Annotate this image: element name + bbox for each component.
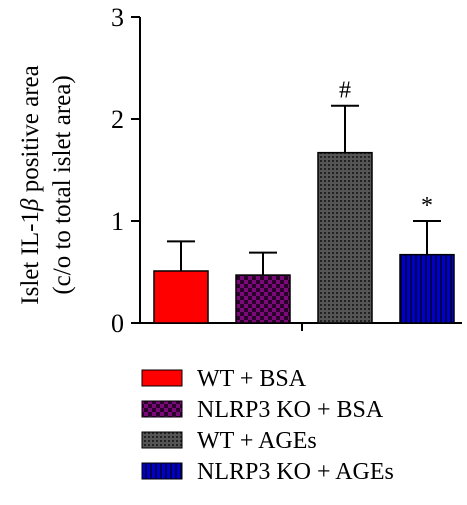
legend-swatch <box>141 462 183 480</box>
significance-marker: * <box>421 193 433 219</box>
y-tick-label: 2 <box>111 105 124 134</box>
bar <box>153 270 209 324</box>
bar <box>399 253 455 324</box>
legend-swatch <box>141 369 183 387</box>
legend-label: WT + BSA <box>197 366 307 392</box>
significance-marker: # <box>339 78 351 104</box>
bar <box>235 274 291 324</box>
y-axis-title-line2: (c/o to total islet area) <box>49 75 76 294</box>
bar <box>317 151 373 324</box>
legend-swatch <box>141 431 183 449</box>
legend-label: NLRP3 KO + AGEs <box>197 459 394 485</box>
y-tick-label: 0 <box>111 309 124 338</box>
beta-symbol: β <box>17 198 44 212</box>
y-tick-label: 1 <box>111 207 124 236</box>
bars: #* <box>153 78 455 324</box>
legend-swatch <box>141 400 183 418</box>
y-axis-title-line1: Islet IL-1 <box>17 211 44 305</box>
legend-label: NLRP3 KO + BSA <box>197 397 384 423</box>
y-tick-label: 3 <box>111 3 124 32</box>
legend: WT + BSA NLRP3 KO + BSA WT + AGEs NLRP3 KO … <box>141 366 394 485</box>
svg-text:Islet IL-1β positive area: Islet IL-1β positive area <box>17 65 44 304</box>
y-axis-title-line1-tail: positive area <box>17 65 44 198</box>
legend-label: WT + AGEs <box>197 428 317 454</box>
y-axis-title: Islet IL-1β positive area (c/o to total … <box>17 65 76 304</box>
